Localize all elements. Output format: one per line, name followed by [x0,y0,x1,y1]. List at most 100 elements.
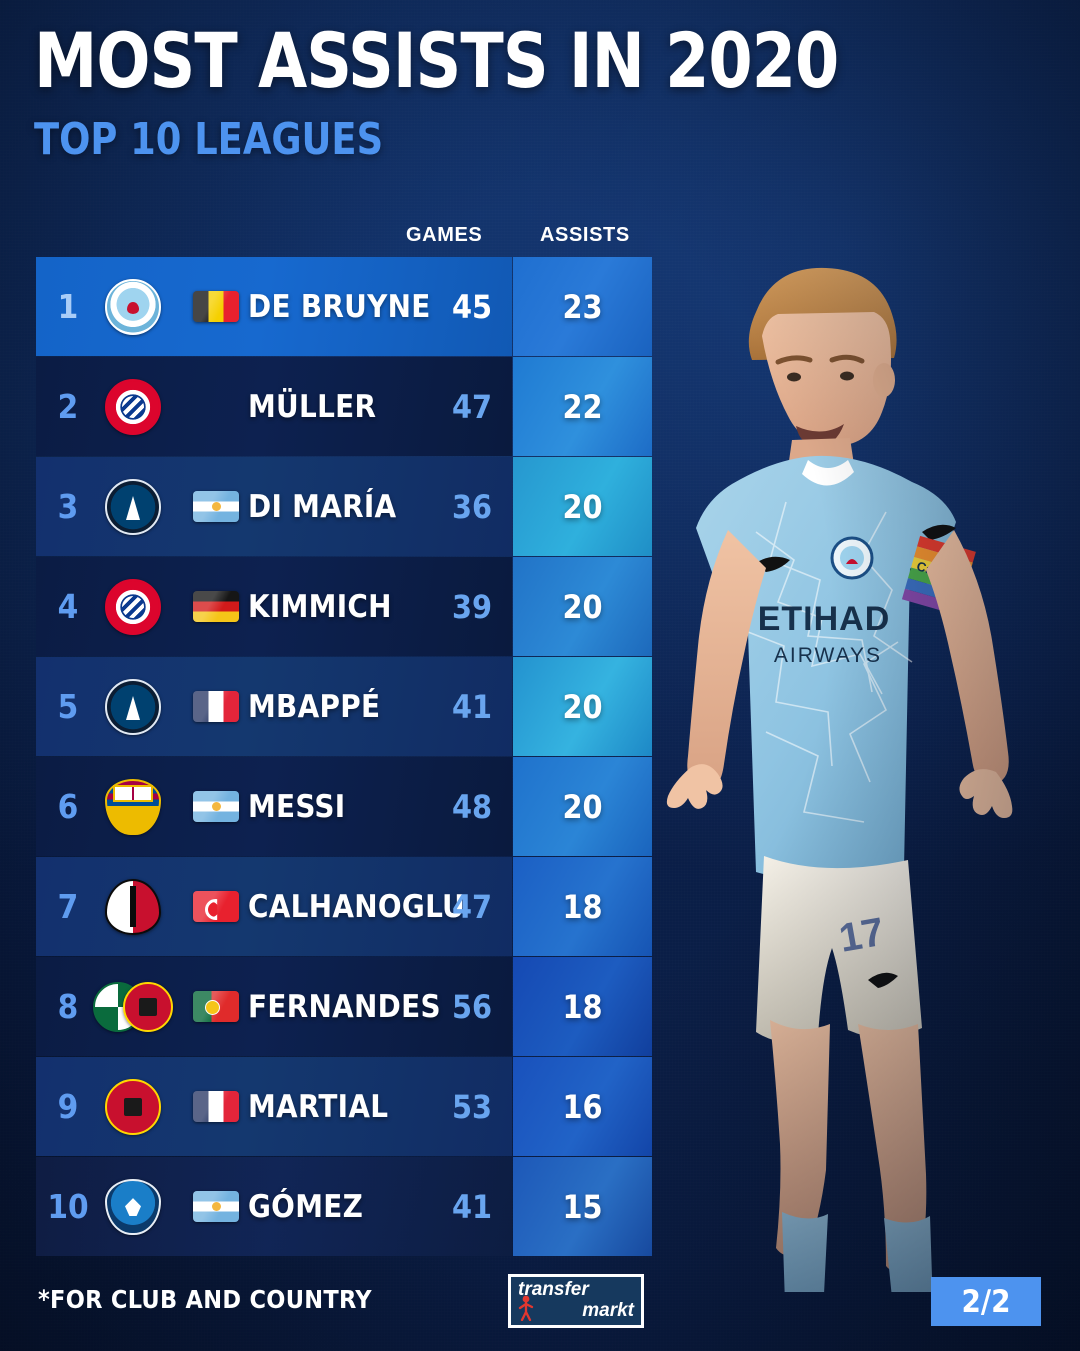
player-name: MÜLLER [248,388,377,425]
rankings-table: 1 DE BRUYNE 45 23 2 MÜLLER 47 22 3 DI MARÍA 36 20 4 K… [36,257,652,1257]
club-badges [92,357,174,456]
assists-value: 20 [513,457,652,556]
club-crest-psg [105,478,161,535]
club-crest-mancity [105,278,161,335]
club-badges [92,557,174,656]
player-name: FERNANDES [248,988,441,1025]
country-flag [184,457,248,556]
argentina-flag [193,791,239,822]
page-title: MOST ASSISTS IN 2020 [34,16,839,105]
germany-flag [193,591,239,622]
table-row: 4 KIMMICH 39 20 [36,557,652,656]
assists-tile [513,257,652,356]
page-subtitle: TOP 10 LEAGUES [34,114,384,165]
games-value: 41 [451,687,493,726]
country-flag [184,857,248,956]
club-badges [92,957,174,1056]
country-flag [184,757,248,856]
player-name: MBAPPÉ [248,688,381,725]
assists-value: 20 [513,757,652,856]
country-flag [184,557,248,656]
player-name: DI MARÍA [248,488,397,525]
games-value: 36 [451,487,493,526]
assists-tile [513,557,652,656]
column-header-games: GAMES [406,224,483,246]
table-row: 7 CALHANOGLU 47 18 [36,857,652,956]
transfermarkt-logo-top: transfer [518,1279,589,1300]
club-badges [92,1057,174,1156]
table-row: 8 FERNANDES 56 18 [36,957,652,1056]
country-flag [184,957,248,1056]
assists-value: 20 [513,657,652,756]
games-value: 56 [451,987,493,1026]
column-header-assists: ASSISTS [540,224,630,246]
games-value: 47 [451,887,493,926]
assists-tile [513,1157,652,1256]
club-badges [92,1157,174,1256]
assists-value: 22 [513,357,652,456]
player-name: CALHANOGLU [248,888,465,925]
games-value: 41 [451,1187,493,1226]
country-flag [184,357,248,456]
assists-value: 18 [513,957,652,1056]
games-value: 39 [451,587,493,626]
player-name: KIMMICH [248,588,392,625]
france-flag [193,1091,239,1122]
column-headers: GAMES ASSISTS [0,224,1080,254]
assists-tile [513,957,652,1056]
assists-value: 18 [513,857,652,956]
assists-value: 20 [513,557,652,656]
rank-number: 4 [57,587,79,626]
rank-number: 9 [57,1087,79,1126]
club-badges [92,457,174,556]
transfermarkt-logo-bottom: markt [582,1300,634,1321]
club-crest-bayern [105,378,161,435]
club-badges [92,657,174,756]
assists-tile [513,1057,652,1156]
assists-tile [513,757,652,856]
table-row: 2 MÜLLER 47 22 [36,357,652,456]
player-name: MESSI [248,788,346,825]
table-row: 5 MBAPPÉ 41 20 [36,657,652,756]
france-flag [193,691,239,722]
assists-tile [513,657,652,756]
player-name: MARTIAL [248,1088,389,1125]
assists-tile [513,457,652,556]
club-crest-manu [123,981,173,1032]
assists-value: 16 [513,1057,652,1156]
belgium-flag [193,291,239,322]
rank-number: 8 [57,987,79,1026]
footnote: *FOR CLUB AND COUNTRY [38,1285,372,1314]
page-indicator-badge: 2/2 [931,1277,1041,1326]
games-value: 45 [451,287,493,326]
club-crest-manu [105,1078,161,1135]
table-row: 10 GÓMEZ 41 15 [36,1157,652,1256]
player-name: GÓMEZ [248,1188,364,1225]
assists-value: 23 [513,257,652,356]
games-value: 53 [451,1087,493,1126]
rank-number: 10 [47,1187,89,1226]
club-crest-milan [105,878,161,935]
assists-value: 15 [513,1157,652,1256]
club-badges [92,257,174,356]
rank-number: 6 [57,787,79,826]
transfermarkt-logo: transfer markt [508,1274,644,1328]
table-row: 9 MARTIAL 53 16 [36,1057,652,1156]
assists-tile [513,857,652,956]
rank-number: 1 [57,287,79,326]
assists-tile [513,357,652,456]
games-value: 48 [451,787,493,826]
club-badges [92,857,174,956]
table-row: 3 DI MARÍA 36 20 [36,457,652,556]
club-badges [92,757,174,856]
rank-number: 5 [57,687,79,726]
rank-number: 2 [57,387,79,426]
header: MOST ASSISTS IN 2020 TOP 10 LEAGUES [34,20,934,166]
rank-number: 3 [57,487,79,526]
country-flag [184,1057,248,1156]
club-crest-bayern [105,578,161,635]
table-row: 1 DE BRUYNE 45 23 [36,257,652,356]
country-flag [184,1157,248,1256]
club-crest-atalanta [105,1178,161,1235]
transfermarkt-player-icon [518,1295,534,1321]
